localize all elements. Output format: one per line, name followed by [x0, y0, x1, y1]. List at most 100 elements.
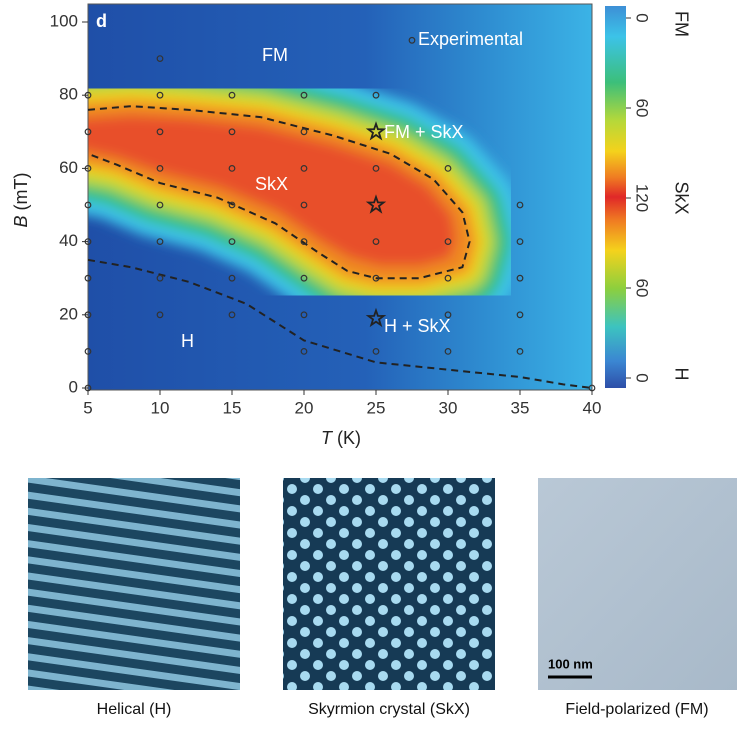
field-polarized-image [538, 478, 737, 690]
measurement-point [444, 311, 452, 319]
colorbar-label: SkX [671, 181, 691, 214]
measurement-point [156, 55, 164, 62]
x-tick-label: 10 [151, 398, 170, 417]
region-label: FM [262, 45, 288, 65]
colorbar-label: H [671, 368, 691, 381]
measurement-point [84, 201, 92, 209]
colorbar-label: FM [671, 11, 691, 37]
measurement-point [84, 384, 92, 392]
region-label: SkX [255, 174, 288, 194]
measurement-point [372, 238, 380, 246]
measurement-point [156, 201, 164, 209]
measurement-point [516, 274, 524, 282]
x-tick-label: 25 [367, 398, 386, 417]
skyrmion-image [283, 478, 495, 690]
annotation: Experimental [418, 29, 523, 49]
x-tick-label: 15 [223, 398, 242, 417]
x-tick-label: 35 [511, 398, 530, 417]
measurement-point [228, 128, 236, 136]
caption: Helical (H) [97, 701, 172, 718]
measurement-point [588, 384, 596, 392]
measurement-point [300, 274, 308, 282]
measurement-point [516, 201, 524, 209]
measurement-point [84, 311, 92, 319]
measurement-point [228, 311, 236, 319]
measurement-point [228, 201, 236, 209]
measurement-point [444, 164, 452, 172]
measurement-point [516, 238, 524, 246]
measurement-point [156, 128, 164, 136]
x-axis-unit: (K) [337, 428, 361, 448]
measurement-point [372, 164, 380, 172]
scale-bar-label: 100 nm [548, 656, 593, 671]
colorbar-tick-label: 0 [633, 373, 652, 382]
y-tick-label: 0 [69, 377, 78, 396]
colorbar-tick-label: 0 [633, 13, 652, 22]
measurement-point [84, 238, 92, 246]
region-label: FM + SkX [384, 122, 464, 142]
measurement-point [156, 274, 164, 282]
measurement-point [372, 274, 380, 282]
colorbar-tick-label: 120 [633, 184, 652, 212]
colorbar-tick-label: 60 [633, 279, 652, 298]
measurement-point [156, 311, 164, 319]
helical-image [28, 478, 240, 690]
measurement-point [516, 348, 524, 355]
measurement-point [228, 238, 236, 246]
measurement-point [300, 311, 308, 319]
caption: Field-polarized (FM) [565, 701, 708, 718]
colorbar [605, 6, 626, 388]
colorbar-tick-label: 60 [633, 99, 652, 118]
x-tick-label: 5 [83, 398, 92, 417]
star-marker [365, 121, 387, 141]
star-marker [365, 194, 387, 214]
x-tick-label: 40 [583, 398, 602, 417]
measurement-point [84, 274, 92, 282]
y-tick-label: 40 [59, 231, 78, 250]
measurement-point [444, 274, 452, 282]
y-tick-label: 100 [50, 11, 78, 30]
measurement-point [300, 164, 308, 172]
caption: Skyrmion crystal (SkX) [308, 701, 470, 718]
measurement-point [300, 128, 308, 136]
x-axis-symbol: T [321, 428, 334, 448]
panel-label: d [96, 11, 107, 31]
measurement-point [156, 164, 164, 172]
measurement-point [372, 91, 380, 99]
region-label: H + SkX [384, 316, 451, 336]
measurement-point [372, 348, 380, 355]
y-axis-title: B (mT) [11, 172, 31, 227]
star-marker [365, 307, 387, 328]
measurement-point [300, 348, 308, 355]
phase-boundary [87, 105, 471, 280]
measurement-point [300, 201, 308, 209]
contour-map [88, 4, 592, 390]
measurement-point [516, 311, 524, 319]
phase-boundary [87, 258, 593, 389]
y-tick-label: 60 [59, 158, 78, 177]
y-axis-unit: (mT) [11, 172, 31, 210]
measurement-point [84, 91, 92, 99]
y-axis-symbol: B [11, 215, 31, 227]
measurement-point [156, 91, 164, 99]
measurement-point [84, 348, 92, 355]
measurement-point [156, 238, 164, 246]
region-label: H [181, 331, 194, 351]
y-tick-label: 80 [59, 85, 78, 104]
y-tick-label: 20 [59, 304, 78, 323]
measurement-point [228, 91, 236, 99]
x-tick-label: 20 [295, 398, 314, 417]
x-tick-label: 30 [439, 398, 458, 417]
measurement-point [228, 164, 236, 172]
measurement-point [300, 238, 308, 246]
measurement-point [408, 36, 416, 44]
measurement-point [228, 274, 236, 282]
plot-frame [87, 3, 593, 391]
measurement-point [84, 164, 92, 172]
measurement-point [444, 238, 452, 246]
measurement-point [444, 348, 452, 355]
x-axis-title: T (K) [321, 428, 361, 448]
measurement-point [300, 91, 308, 99]
